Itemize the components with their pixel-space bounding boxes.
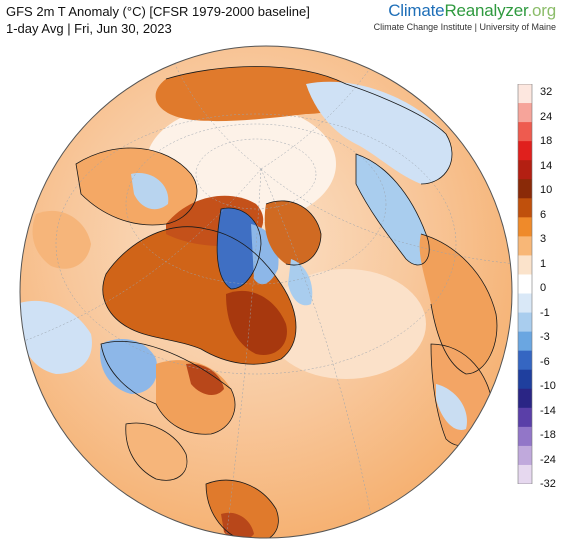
legend-border [517,84,533,484]
svalbard-warm-patch [264,200,321,265]
scandinavia-cool-patch [356,154,430,265]
legend-tick-label: -24 [540,453,556,466]
legend-tick-label: -18 [540,429,556,441]
legend-swatch [518,84,532,104]
europe-warm-region [419,234,497,374]
mexico-warm-region [125,423,187,481]
greenland-cold-patch [217,208,261,289]
legend-tick-label: -32 [540,478,556,490]
brand-name: ClimateReanalyzer.org [388,1,556,20]
legend-tick-label: 6 [540,208,547,221]
legend-swatch [518,274,532,295]
siberia-warm-band [155,66,353,122]
brand-tagline: Climate Change Institute | University of… [373,22,556,32]
legend-tick-label: 3 [540,233,547,245]
legend-swatch [518,312,532,333]
globe-outline [19,45,513,539]
pacific-warm-speckle [32,210,91,269]
legend-swatch [518,350,532,371]
brand-logo[interactable]: ClimateReanalyzer.org Climate Change Ins… [373,1,557,33]
legend-tick-label: -14 [540,404,556,417]
color-scale-legend [517,84,533,484]
legend-tick-label: 18 [540,135,553,147]
legend-swatch [518,179,532,199]
legend-tick-label: -1 [540,306,550,319]
legend-swatch [518,464,532,484]
anomaly-globe-map[interactable] [16,44,516,540]
legend-swatch [518,198,532,218]
legend-tick-label: 24 [540,110,553,123]
legend-swatch [518,388,532,409]
legend-swatch [518,236,532,256]
legend-swatch [518,160,532,180]
chart-title: GFS 2m T Anomaly (°C) [CFSR 1979-2000 ba… [6,4,310,19]
legend-swatch [518,122,532,142]
legend-tick-label: -10 [540,380,556,392]
legend-swatch [518,407,532,428]
north-africa-cool [436,384,467,430]
legend-swatch [518,445,532,466]
legend-swatch [518,426,532,447]
legend-swatch [518,293,532,314]
great-lakes-hot [186,363,224,396]
us-west-cool-patch [100,339,158,394]
legend-swatch [518,141,532,161]
legend-swatch [518,217,532,237]
legend-swatch [518,331,532,352]
legend-tick-label: -6 [540,355,550,368]
chart-subtitle: 1-day Avg | Fri, Jun 30, 2023 [6,21,172,36]
eurasia-cool-patch [306,81,452,184]
coastlines [75,66,498,538]
norwegian-sea-cool [288,259,313,306]
hudson-bay-hot [226,290,287,355]
alaska-cool-patch [131,173,169,210]
legend-swatch [518,255,532,275]
legend-tick-label: -3 [540,331,550,343]
legend-tick-label: 0 [540,282,547,294]
legend-tick-label: 32 [540,86,553,98]
legend-tick-label: 10 [540,184,553,196]
legend-swatch [518,369,532,390]
pacific-cool-band [20,300,92,374]
legend-tick-label: 1 [540,257,547,270]
legend-swatch [518,103,532,123]
legend-tick-label: 14 [540,159,553,172]
